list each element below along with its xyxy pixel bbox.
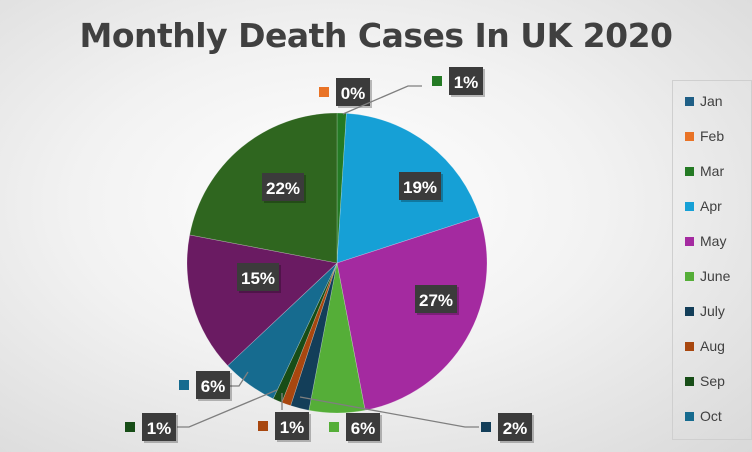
- legend-item-mar[interactable]: Mar: [685, 163, 724, 179]
- legend-item-june[interactable]: June: [685, 268, 730, 284]
- data-label-box: [498, 413, 532, 441]
- data-label: 15%: [241, 269, 275, 288]
- data-label: 22%: [266, 179, 300, 198]
- data-label-box: [449, 67, 483, 95]
- pie-slice-june[interactable]: [308, 262, 366, 414]
- data-label: 0%: [341, 84, 366, 103]
- data-label-marker: [179, 380, 189, 390]
- leader-line: [177, 389, 278, 428]
- data-label-box: [262, 173, 304, 201]
- legend-swatch: [685, 96, 694, 106]
- legend-swatch: [685, 341, 694, 351]
- data-label-box: [196, 371, 230, 399]
- legend-label: Sep: [700, 373, 725, 389]
- data-label: 2%: [503, 419, 528, 438]
- legend-label: June: [700, 268, 731, 284]
- pie-slice-slice-10[interactable]: [186, 234, 338, 367]
- leader-line: [342, 85, 422, 115]
- data-label-box: [415, 285, 457, 313]
- legend-label: Mar: [700, 163, 725, 179]
- leader-line: [230, 371, 249, 387]
- data-label: 19%: [403, 178, 437, 197]
- data-label: 6%: [351, 419, 376, 438]
- data-label-marker: [329, 422, 339, 432]
- legend-label: Aug: [700, 338, 725, 354]
- data-label-box: [237, 263, 279, 291]
- legend-item-apr[interactable]: Apr: [685, 198, 722, 214]
- legend-item-sep[interactable]: Sep: [685, 373, 725, 389]
- data-label-box: [142, 413, 176, 441]
- legend-label: July: [700, 303, 725, 319]
- legend-label: Feb: [700, 128, 725, 144]
- data-label-marker: [432, 76, 442, 86]
- legend-swatch: [685, 131, 694, 141]
- legend-item-may[interactable]: May: [685, 233, 726, 249]
- data-label: 1%: [280, 418, 305, 437]
- data-label-box: [346, 413, 380, 441]
- legend-item-july[interactable]: July: [685, 303, 725, 319]
- data-label: 1%: [454, 73, 479, 92]
- legend-swatch: [685, 201, 694, 211]
- pie-slice-oct[interactable]: [227, 262, 338, 400]
- legend-swatch: [685, 411, 694, 421]
- leader-line: [299, 396, 479, 428]
- legend-label: Oct: [700, 408, 722, 424]
- legend-swatch: [685, 166, 694, 176]
- data-label-box: [399, 172, 441, 200]
- legend-label: May: [700, 233, 727, 249]
- data-label-marker: [125, 422, 135, 432]
- legend-swatch: [685, 236, 694, 246]
- legend-label: Apr: [700, 198, 722, 214]
- legend-item-jan[interactable]: Jan: [685, 93, 723, 109]
- legend-item-feb[interactable]: Feb: [685, 128, 724, 144]
- legend-item-oct[interactable]: Oct: [685, 408, 722, 424]
- legend-swatch: [685, 306, 694, 316]
- data-label: 6%: [201, 377, 226, 396]
- data-label-marker: [258, 421, 268, 431]
- chart-title: Monthly Death Cases In UK 2020: [79, 16, 674, 55]
- pie-slice-mar[interactable]: [336, 112, 347, 264]
- data-label-box: [275, 412, 309, 440]
- legend-swatch: [685, 376, 694, 386]
- legend-item-aug[interactable]: Aug: [685, 338, 725, 354]
- pie-slice-july[interactable]: [290, 262, 338, 411]
- legend: Jan Feb Mar Apr May June July Aug Sep Oct: [672, 80, 752, 440]
- data-label-box: [336, 78, 370, 106]
- data-label-marker: [481, 422, 491, 432]
- data-label: 27%: [419, 291, 453, 310]
- pie-slice-may[interactable]: [336, 216, 488, 411]
- legend-label: Jan: [700, 93, 723, 109]
- data-label: 1%: [147, 419, 172, 438]
- legend-swatch: [685, 271, 694, 281]
- data-label-marker: [319, 87, 329, 97]
